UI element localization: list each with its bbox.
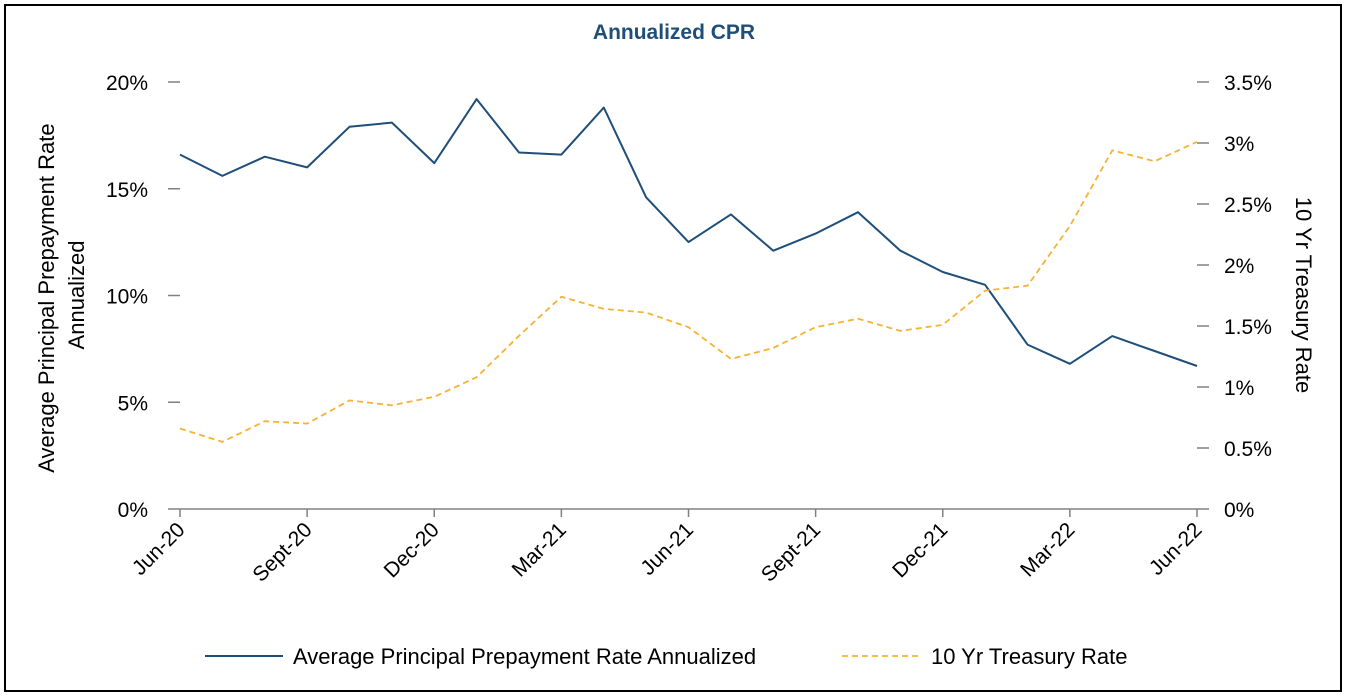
- y2-tick-label: 3%: [1224, 133, 1254, 156]
- legend-label: 10 Yr Treasury Rate: [931, 644, 1127, 669]
- x-tick-label: Dec-20: [380, 518, 444, 582]
- chart-title: Annualized CPR: [593, 21, 755, 44]
- legend-label: Average Principal Prepayment Rate Annual…: [293, 644, 756, 669]
- legend: Average Principal Prepayment Rate Annual…: [205, 644, 1127, 669]
- x-tick-label: Sept-21: [757, 518, 825, 586]
- x-tick-label: Dec-21: [888, 518, 952, 582]
- x-tick-label: Jun-21: [636, 518, 698, 580]
- chart-frame: [4, 4, 1342, 692]
- y2-axis-title: 10 Yr Treasury Rate: [1291, 197, 1316, 393]
- x-tick-label: Sept-20: [248, 518, 316, 586]
- y-tick-label: 15%: [106, 179, 148, 202]
- y-tick-label: 10%: [106, 286, 148, 309]
- x-tick-label: Jun-22: [1145, 518, 1207, 580]
- prepayment-rate-line: [179, 98, 1198, 367]
- y2-tick-label: 1.5%: [1224, 316, 1272, 339]
- y-axis-title-line-1: Average Principal Prepayment Rate: [34, 123, 59, 472]
- y2-tick-label: 3.5%: [1224, 72, 1272, 95]
- y2-tick-label: 0.5%: [1224, 438, 1272, 461]
- y-axis-title-line-2: Annualized: [64, 241, 89, 350]
- y-tick-label: 5%: [118, 392, 148, 415]
- x-tick-label: Mar-21: [508, 518, 571, 581]
- y2-tick-label: 1%: [1224, 377, 1254, 400]
- y2-tick-label: 0%: [1224, 499, 1254, 522]
- axes: Jun-20 Sept-20 Dec-20 Mar-21 Jun-21 Sept-21 De…: [106, 72, 1272, 587]
- y-axis-title: Average Principal Prepayment Rate Annual…: [34, 117, 89, 472]
- series-group: [179, 98, 1198, 443]
- y2-tick-label: 2%: [1224, 255, 1254, 278]
- x-tick-label: Mar-22: [1016, 518, 1079, 581]
- treasury-rate-line: [179, 140, 1198, 443]
- x-tick-label: Jun-20: [128, 518, 190, 580]
- y-tick-label: 20%: [106, 72, 148, 95]
- y-tick-label: 0%: [118, 499, 148, 522]
- y2-tick-label: 2.5%: [1224, 194, 1272, 217]
